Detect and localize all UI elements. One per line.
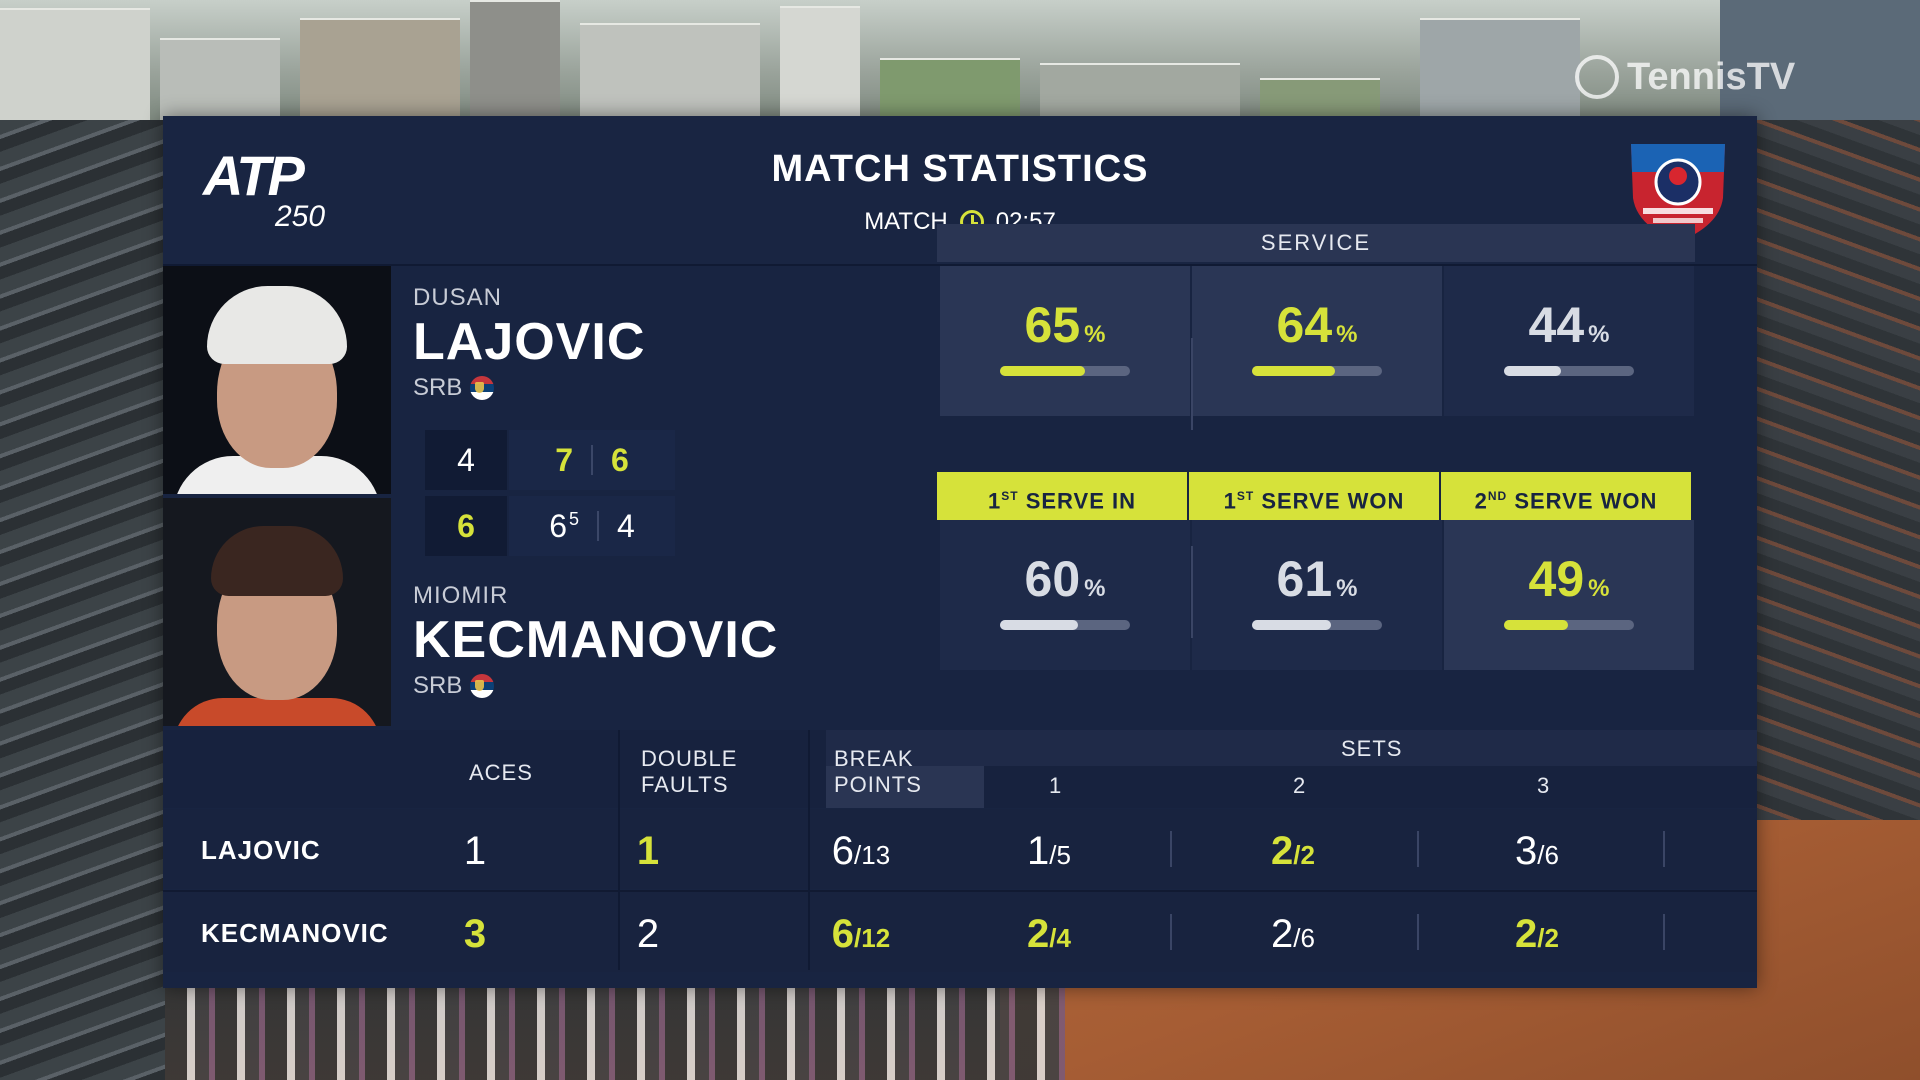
aces-value: 3	[463, 912, 487, 956]
double-faults-header: DOUBLE FAULTS	[641, 746, 738, 797]
tennis-ball-icon	[1575, 55, 1619, 99]
player-1-last-name: LAJOVIC	[413, 313, 646, 371]
aces-header: ACES	[469, 760, 533, 785]
set-3-value: 3/6	[1515, 829, 1559, 873]
table-row: KECMANOVIC 3 2 6/12 2/4 2/6 2/2	[163, 890, 1757, 972]
second-serve-won-label: 2ND SERVE WON	[1441, 472, 1691, 520]
player-1-country: SRB	[413, 374, 495, 402]
player-2-set-1-score: 6	[425, 496, 507, 556]
player-1-set-3-score: 6	[611, 441, 629, 478]
broadcaster-logo: TennisTV	[1575, 55, 1795, 99]
aces-value: 1	[463, 829, 487, 873]
progress-bar	[1504, 366, 1634, 376]
progress-bar	[1000, 620, 1130, 630]
atp-logo-text: ATP	[203, 144, 305, 207]
tournament-shield-icon	[1631, 144, 1725, 242]
set-1-header: 1	[1049, 773, 1063, 798]
progress-bar	[1252, 366, 1382, 376]
player-2-set-3-score: 4	[617, 507, 635, 544]
player-1-set-2-score: 7	[555, 441, 573, 478]
row-player-name: LAJOVIC	[201, 835, 321, 865]
player-2-set-2-tiebreak: 5	[568, 508, 579, 529]
player-2-first-name: MIOMIR	[413, 582, 509, 609]
break-points-value: 6/12	[831, 912, 891, 956]
progress-bar	[1252, 620, 1382, 630]
double-faults-value: 1	[636, 829, 660, 873]
page-title: MATCH STATISTICS	[771, 148, 1149, 190]
set-1-value: 1/5	[1027, 829, 1071, 873]
row-player-name: KECMANOVIC	[201, 918, 389, 948]
set-1-value: 2/4	[1027, 912, 1071, 956]
p2-second-serve-won-card: 49%	[1444, 520, 1694, 670]
player-1-set-1-score: 4	[425, 430, 507, 490]
player-2-country-code: SRB	[413, 672, 463, 699]
match-stats-panel: ATP 250 MATCH STATISTICS MATCH 02:57 DUS…	[163, 116, 1757, 988]
player-1-photo	[163, 266, 391, 494]
atp-tier: 250	[275, 200, 326, 233]
serbia-flag-icon	[470, 674, 495, 698]
player-1-set-2-3-scores: 7 6	[509, 430, 675, 490]
background-stands-right	[1755, 120, 1920, 820]
break-points-value: 6/13	[831, 829, 891, 873]
player-2-country: SRB	[413, 672, 495, 700]
background-buildings	[0, 0, 1920, 120]
match-label: MATCH	[864, 208, 948, 235]
service-title: SERVICE	[937, 224, 1695, 262]
player-1-first-name: DUSAN	[413, 284, 503, 311]
progress-bar	[1504, 620, 1634, 630]
break-points-header: BREAK POINTS	[834, 746, 922, 797]
set-3-header: 3	[1537, 773, 1551, 798]
p1-first-serve-in-card: 65%	[940, 266, 1190, 416]
first-serve-won-label: 1ST SERVE WON	[1189, 472, 1439, 520]
background-stands-left	[0, 120, 165, 1080]
broadcaster-logo-text: TennisTV	[1627, 55, 1796, 98]
set-2-value: 2/6	[1271, 912, 1315, 956]
set-3-value: 2/2	[1515, 912, 1559, 956]
sets-header-bg	[826, 730, 1757, 766]
p1-first-serve-won-card: 64%	[1192, 266, 1442, 416]
progress-bar	[1000, 366, 1130, 376]
atp-logo: ATP 250	[203, 148, 353, 238]
first-serve-in-label: 1ST SERVE IN	[937, 472, 1187, 520]
set-2-value: 2/2	[1271, 829, 1315, 873]
player-1-country-code: SRB	[413, 374, 463, 401]
sets-header: SETS	[1341, 736, 1403, 761]
player-2-last-name: KECMANOVIC	[413, 611, 779, 669]
p2-first-serve-in-card: 60%	[940, 520, 1190, 670]
p1-second-serve-won-card: 44%	[1444, 266, 1694, 416]
serbia-flag-icon	[470, 376, 495, 400]
background-stands-bottom	[165, 985, 1065, 1080]
player-2-photo	[163, 498, 391, 726]
p2-first-serve-won-card: 61%	[1192, 520, 1442, 670]
table-row: LAJOVIC 1 1 6/13 1/5 2/2 3/6	[163, 809, 1757, 889]
double-faults-value: 2	[636, 912, 660, 956]
set-2-header: 2	[1293, 773, 1307, 798]
